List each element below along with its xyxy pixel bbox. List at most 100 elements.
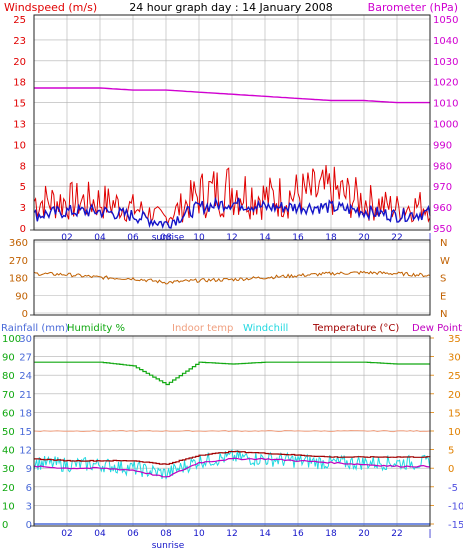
x-tick-label: 02 (61, 233, 72, 243)
x-tick-label: 08 (160, 529, 172, 539)
humidity-y-tick-label: 80 (2, 371, 15, 382)
rain-y-tick-label: 30 (19, 334, 32, 345)
humidity-y-tick-label: 20 (2, 483, 15, 494)
dewpoint-label: Dew Point (412, 323, 462, 334)
temperature-y-tick-label: 20 (448, 390, 461, 401)
humidity-y-tick-label: 100 (2, 334, 21, 345)
direction-y-tick-label: 270 (9, 256, 28, 267)
sunrise-label-wind: sunrise (152, 233, 185, 243)
baro-y-tick-label: 950 (433, 224, 452, 235)
indoor-temp-label: Indoor temp (172, 323, 233, 334)
x-tick-label: 06 (127, 233, 139, 243)
baro-y-tick-label: 1040 (433, 36, 458, 47)
humidity-y-tick-label: 50 (2, 427, 15, 438)
wind-panel-border (33, 14, 431, 231)
baro-y-tick-label: 1010 (433, 99, 458, 110)
direction-y-tick-label: 0 (22, 309, 28, 320)
baro-y-tick-label: 990 (433, 140, 452, 151)
compass-y-tick-label: W (440, 256, 450, 267)
compass-y-tick-label: N (440, 238, 447, 249)
wind-gust-line (33, 165, 431, 225)
rain-y-tick-label: 3 (26, 501, 32, 512)
x-tick-label: 02 (61, 529, 72, 539)
indoor-temp-line (33, 429, 431, 433)
humidity-y-tick-label: 10 (2, 501, 15, 512)
rain-y-tick-label: 12 (19, 446, 32, 457)
wind-y-tick-label: 0 (20, 224, 26, 235)
rain-y-tick-label: 6 (26, 483, 32, 494)
x-tick-label: 20 (358, 233, 370, 243)
windchill-label: Windchill (243, 323, 288, 334)
rain-y-tick-label: 18 (19, 408, 32, 419)
wind-y-tick-label: 13 (13, 120, 26, 131)
wind-y-tick-label: 18 (13, 78, 26, 89)
x-tick-label: 12 (226, 529, 237, 539)
x-tick-label: 16 (292, 529, 304, 539)
x-tick-label: 14 (259, 529, 271, 539)
x-tick-label: 16 (292, 233, 304, 243)
windspeed-axis-label: Windspeed (m/s) (4, 1, 97, 14)
rain-y-tick-label: 24 (19, 371, 32, 382)
humidity-y-tick-label: 70 (2, 390, 15, 401)
baro-y-tick-label: 1030 (433, 57, 458, 68)
wind-average-line (33, 196, 431, 229)
x-tick-label: 18 (325, 529, 337, 539)
x-tick-label: 10 (193, 529, 205, 539)
temperature-panel-border (33, 335, 431, 527)
wind-y-tick-label: 20 (13, 57, 26, 68)
temperature-y-tick-label: 0 (448, 464, 454, 475)
x-tick-label: 06 (127, 529, 139, 539)
x-tick-label: 08 (160, 233, 172, 243)
temperature-label: Temperature (°C) (312, 323, 399, 334)
wind-y-tick-label: 8 (20, 161, 26, 172)
compass-y-tick-label: S (440, 274, 446, 285)
rain-y-tick-label: 9 (26, 464, 32, 475)
wind-y-tick-label: 5 (20, 182, 26, 193)
direction-y-tick-label: 90 (15, 291, 28, 302)
humidity-y-tick-label: 40 (2, 446, 15, 457)
humidity-y-tick-label: 30 (2, 464, 15, 475)
temperature-line (34, 450, 431, 465)
temperature-y-tick-label: 25 (448, 371, 461, 382)
dewpoint-line (33, 457, 431, 478)
direction-panel-border (33, 239, 431, 316)
x-tick-label: 22 (391, 233, 402, 243)
temperature-y-tick-label: -10 (448, 501, 463, 512)
temperature-y-tick-label: 5 (448, 446, 454, 457)
x-tick-label: 12 (226, 233, 237, 243)
baro-y-tick-label: 1050 (433, 15, 458, 26)
rain-y-tick-label: 21 (19, 390, 32, 401)
temperature-y-tick-label: -15 (448, 520, 463, 531)
compass-y-tick-label: E (440, 291, 446, 302)
baro-y-tick-label: 980 (433, 161, 452, 172)
temperature-y-tick-label: 15 (448, 408, 461, 419)
rainfall-label: Rainfall (mm) (1, 323, 69, 334)
x-tick-label: 04 (94, 233, 106, 243)
compass-y-tick-label: N (440, 309, 447, 320)
temperature-y-tick-label: 35 (448, 334, 461, 345)
wind-y-tick-label: 15 (13, 99, 26, 110)
humidity-label: Humidity % (67, 323, 125, 334)
x-tick-label: 22 (391, 529, 402, 539)
barometer-line (34, 87, 430, 104)
x-tick-label: 18 (325, 233, 337, 243)
wind-y-tick-label: 10 (13, 140, 26, 151)
x-tick-label: 20 (358, 529, 370, 539)
direction-y-tick-label: 180 (9, 274, 28, 285)
wind-direction-line (33, 270, 431, 285)
temperature-y-tick-label: 30 (448, 353, 461, 364)
humidity-y-tick-label: 90 (2, 353, 15, 364)
humidity-line (34, 361, 430, 386)
rain-y-tick-label: 0 (26, 520, 32, 531)
x-tick-label: | (428, 233, 431, 243)
rain-y-tick-label: 27 (19, 353, 32, 364)
baro-y-tick-label: 1020 (433, 78, 458, 89)
direction-y-tick-label: 360 (9, 238, 28, 249)
humidity-y-tick-label: 60 (2, 408, 15, 419)
windchill-line (33, 448, 431, 480)
temperature-y-tick-label: 10 (448, 427, 461, 438)
barometer-axis-label: Barometer (hPa) (368, 1, 458, 14)
wind-y-tick-label: 25 (13, 15, 26, 26)
x-tick-label: | (428, 529, 431, 539)
